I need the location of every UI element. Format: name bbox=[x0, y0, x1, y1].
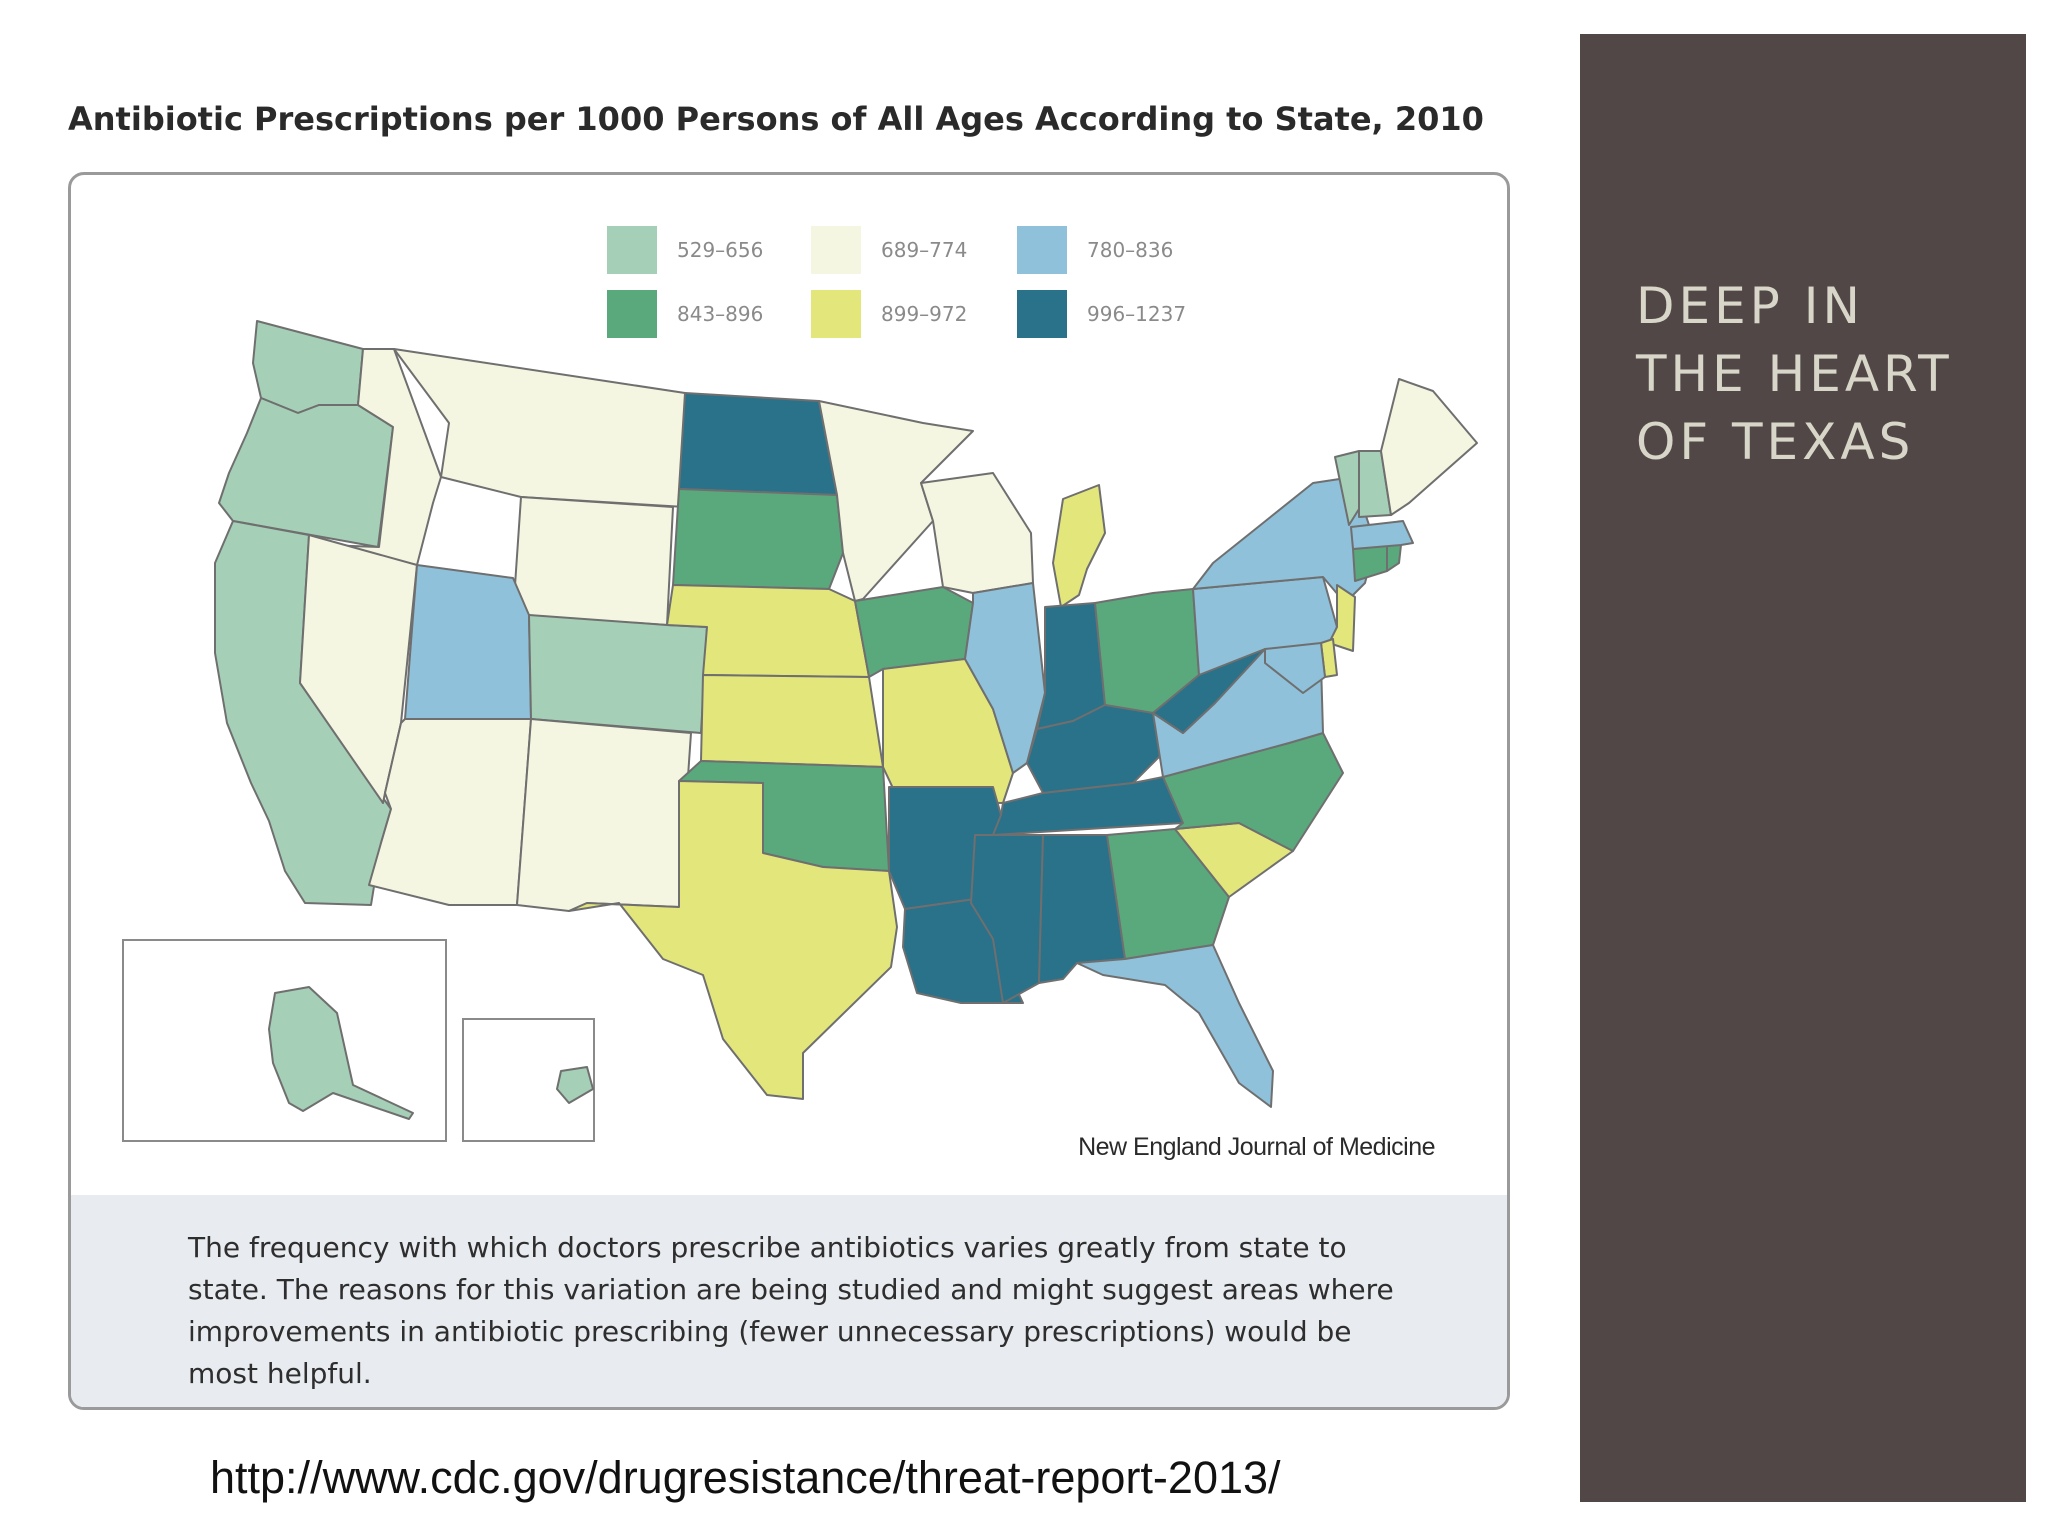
legend-label: 689–774 bbox=[881, 238, 968, 262]
legend-item: 996–1237 bbox=[1017, 289, 1186, 339]
state-ri bbox=[1386, 544, 1402, 572]
caption-text: The frequency with which doctors prescri… bbox=[188, 1231, 1394, 1390]
state-fl bbox=[1076, 944, 1274, 1108]
source-url[interactable]: http://www.cdc.gov/drugresistance/threat… bbox=[210, 1452, 1281, 1503]
state-me bbox=[1380, 378, 1478, 516]
legend-swatch bbox=[811, 226, 861, 274]
state-nd bbox=[678, 392, 838, 496]
source-credit: New England Journal of Medicine bbox=[1078, 1133, 1435, 1161]
legend-swatch bbox=[607, 226, 657, 274]
side-panel: DEEP IN THE HEART OF TEXAS bbox=[1580, 34, 2026, 1502]
legend-item: 689–774 bbox=[811, 225, 967, 275]
legend-label: 843–896 bbox=[677, 302, 764, 326]
legend-label: 529–656 bbox=[677, 238, 764, 262]
state-wi bbox=[920, 472, 1034, 594]
legend-label: 899–972 bbox=[881, 302, 968, 326]
state-ut bbox=[404, 564, 532, 720]
map-panel: 529–656 689–774 780–836 843–896 899–972 … bbox=[68, 172, 1510, 1410]
state-co bbox=[528, 614, 708, 734]
state-tx bbox=[568, 780, 898, 1100]
legend-label: 780–836 bbox=[1087, 238, 1174, 262]
state-ma bbox=[1350, 520, 1414, 550]
legend-swatch bbox=[607, 290, 657, 338]
state-md bbox=[1264, 642, 1326, 694]
legend-label: 996–1237 bbox=[1087, 302, 1187, 326]
legend-item: 899–972 bbox=[811, 289, 967, 339]
state-nj bbox=[1328, 584, 1356, 652]
state-wy bbox=[512, 496, 674, 626]
state-ny bbox=[1192, 476, 1376, 604]
state-ct bbox=[1352, 544, 1388, 582]
legend-item: 529–656 bbox=[607, 225, 763, 275]
state-il bbox=[964, 582, 1046, 774]
side-heading: DEEP IN THE HEART OF TEXAS bbox=[1636, 277, 1953, 471]
state-hi bbox=[556, 1066, 594, 1104]
figure-title: Antibiotic Prescriptions per 1000 Person… bbox=[68, 100, 1484, 138]
caption-box: The frequency with which doctors prescri… bbox=[71, 1195, 1507, 1407]
state-wa bbox=[252, 320, 364, 414]
state-mn bbox=[818, 400, 974, 602]
state-sd bbox=[672, 488, 844, 590]
state-ak bbox=[268, 986, 414, 1120]
legend-item: 780–836 bbox=[1017, 225, 1173, 275]
us-choropleth-map bbox=[122, 320, 1478, 1142]
state-nm bbox=[516, 718, 692, 912]
state-ks bbox=[700, 674, 884, 768]
legend-swatch bbox=[1017, 226, 1067, 274]
map-legend: 529–656 689–774 780–836 843–896 899–972 … bbox=[607, 225, 1207, 345]
legend-swatch bbox=[811, 290, 861, 338]
state-ga bbox=[1106, 828, 1230, 960]
legend-item: 843–896 bbox=[607, 289, 763, 339]
state-mi bbox=[1052, 484, 1106, 608]
legend-swatch bbox=[1017, 290, 1067, 338]
